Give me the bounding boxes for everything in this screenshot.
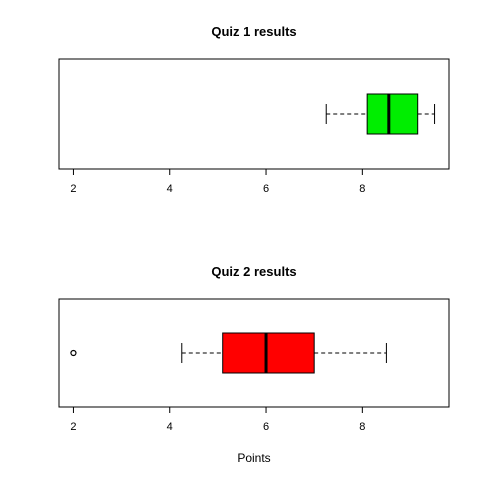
panel-quiz-2: Quiz 2 results 2 4 6 8 Points <box>58 264 450 465</box>
plot-frame-quiz-1 <box>58 58 450 170</box>
chart-title-quiz-1: Quiz 1 results <box>211 24 296 39</box>
x-tick-label-quiz-1-8: 8 <box>359 183 365 195</box>
x-tick-label-quiz-2-4: 4 <box>167 421 173 433</box>
plot-frame-quiz-2 <box>58 298 450 408</box>
x-tick-label-quiz-1-6: 6 <box>263 183 269 195</box>
x-tick-label-quiz-2-6: 6 <box>263 421 269 433</box>
chart-title-quiz-2: Quiz 2 results <box>211 264 296 279</box>
panel-quiz-1: Quiz 1 results 2 4 6 8 <box>58 24 450 195</box>
iqr-box-quiz-2 <box>222 332 315 374</box>
x-axis-quiz-1: 2 4 6 8 <box>70 169 365 195</box>
boxplot-quiz-2 <box>70 332 387 374</box>
x-axis-label-points: Points <box>237 451 270 465</box>
x-tick-label-quiz-1-2: 2 <box>70 183 76 195</box>
boxplot-quiz-1 <box>325 93 436 135</box>
x-axis-quiz-2: 2 4 6 8 <box>70 407 365 433</box>
iqr-box-quiz-1 <box>366 93 419 135</box>
x-tick-label-quiz-2-8: 8 <box>359 421 365 433</box>
outlier-point-quiz-2-0 <box>70 349 77 357</box>
x-tick-label-quiz-2-2: 2 <box>70 421 76 433</box>
x-tick-label-quiz-1-4: 4 <box>167 183 173 195</box>
